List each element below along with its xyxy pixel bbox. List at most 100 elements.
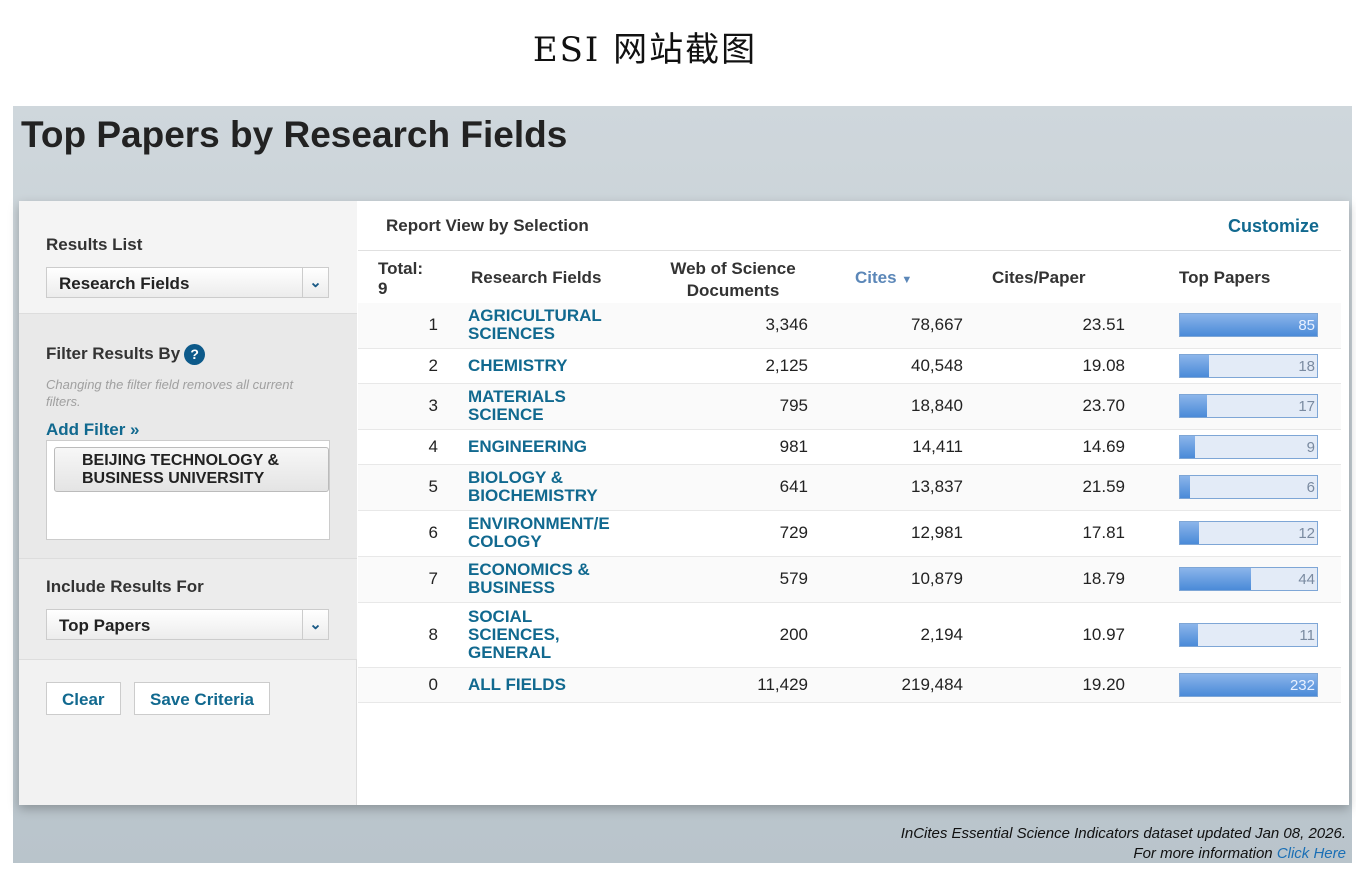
top-papers-value: 9 [1306,438,1315,456]
top-papers-bar-fill [1180,623,1198,646]
wos-documents: 641 [628,464,808,511]
table-row: 7 ECONOMICS & BUSINESS 579 10,879 18.79 … [358,556,1341,603]
table-row: 8 SOCIAL SCIENCES, GENERAL 200 2,194 10.… [358,602,1341,668]
click-here-link[interactable]: Click Here [1276,845,1346,862]
rank: 2 [358,348,438,384]
cites: 14,411 [808,429,963,465]
top-papers-value: 11 [1299,626,1315,644]
results-table: 1 AGRICULTURAL SCIENCES 3,346 78,667 23.… [358,303,1341,703]
results-list-label: Results List [46,235,143,254]
include-select[interactable]: Top Papers ⌄ [46,609,329,640]
field-link[interactable]: ENGINEERING [438,429,628,465]
cites: 2,194 [808,602,963,668]
top-papers-bar: 44 [1179,567,1318,591]
sort-desc-icon: ▼ [901,274,913,286]
top-papers-bar: 11 [1179,622,1318,647]
table-row: 2 CHEMISTRY 2,125 40,548 19.08 18 [358,348,1341,384]
cites-per-paper: 23.70 [963,383,1125,430]
top-papers-value: 17 [1298,398,1315,415]
wos-documents: 981 [628,429,808,465]
top-papers-bar-fill [1180,435,1196,458]
wos-documents: 200 [628,602,808,668]
top-papers-bar-fill [1180,568,1252,590]
top-papers-bar-fill [1180,354,1209,377]
cites-per-paper: 10.97 [963,602,1125,668]
field-link[interactable]: CHEMISTRY [438,348,628,384]
filter-note: Changing the filter field removes all cu… [46,377,294,409]
add-filter-link[interactable]: Add Filter » [46,420,140,439]
customize-link[interactable]: Customize [1227,216,1319,236]
top-papers-value: 18 [1298,357,1315,375]
field-link[interactable]: ENVIRONMENT/E COLOGY [438,510,628,557]
top-papers-value: 85 [1298,317,1315,335]
cites: 219,484 [808,667,963,703]
wos-documents: 729 [628,510,808,557]
caption: ESI 网站截图 [532,30,758,70]
dataset-updated: InCites Essential Science Indicators dat… [900,825,1346,842]
save-criteria-button[interactable]: Save Criteria [134,682,270,715]
filter-chip[interactable]: BEIJING TECHNOLOGY & BUSINESS UNIVERSITY [54,447,329,492]
report-title: Report View by Selection [386,216,589,235]
top-papers-value: 12 [1298,525,1315,542]
clear-button[interactable]: Clear [46,682,121,715]
rank: 0 [358,667,438,703]
top-papers-bar-fill [1180,395,1208,417]
field-link[interactable]: AGRICULTURAL SCIENCES [438,303,628,349]
top-papers-value: 6 [1306,479,1315,496]
field-link[interactable]: MATERIALS SCIENCE [438,383,628,430]
sidebar: Results List Research Fields ⌄ Filter Res… [19,201,357,805]
cites-per-paper: 17.81 [963,510,1125,557]
wos-documents: 11,429 [628,667,808,703]
wos-documents: 2,125 [628,348,808,384]
esi-frame: Top Papers by Research Fields Results Li… [13,106,1352,863]
top-papers-bar: 12 [1179,521,1318,545]
wos-documents: 3,346 [628,303,808,349]
rank: 5 [358,464,438,511]
results-list-select[interactable]: Research Fields ⌄ [46,267,329,298]
rank: 6 [358,510,438,557]
cites-per-paper: 18.79 [963,556,1125,603]
col-cites[interactable]: Cites ▼ [855,268,913,287]
table-header: Total: 9 Research Fields Web of Science D… [358,250,1341,303]
col-cites-per-paper[interactable]: Cites/Paper [992,268,1086,287]
cites-per-paper: 19.08 [963,348,1125,384]
field-link[interactable]: BIOLOGY & BIOCHEMISTRY [438,464,628,511]
col-top-papers[interactable]: Top Papers [1179,268,1271,287]
filter-box: BEIJING TECHNOLOGY & BUSINESS UNIVERSITY [46,440,330,540]
cites-per-paper: 14.69 [963,429,1125,465]
top-papers-bar-fill [1180,673,1317,696]
top-papers-bar: 9 [1179,434,1318,459]
col-wos-documents[interactable]: Web of Science Documents [670,259,796,300]
top-papers-bar: 18 [1179,353,1318,378]
cites-per-paper: 19.20 [963,667,1125,703]
more-info-text: For more information [1133,845,1273,862]
top-papers-bar: 85 [1179,313,1318,338]
cites: 78,667 [808,303,963,349]
report-main: Report View by Selection Customize Total… [358,201,1349,805]
top-papers-bar: 232 [1179,672,1318,697]
field-link[interactable]: SOCIAL SCIENCES, GENERAL [438,602,628,668]
field-link[interactable]: ALL FIELDS [438,667,628,703]
field-link[interactable]: ECONOMICS & BUSINESS [438,556,628,603]
table-row: 4 ENGINEERING 981 14,411 14.69 9 [358,429,1341,465]
footer: InCites Essential Science Indicators dat… [901,824,1346,864]
top-papers-value: 232 [1289,676,1315,694]
wos-documents: 795 [628,383,808,430]
cites: 12,981 [808,510,963,557]
rank: 7 [358,556,438,603]
cites-per-paper: 23.51 [963,303,1125,349]
rank: 4 [358,429,438,465]
col-research-fields[interactable]: Research Fields [471,268,602,287]
table-row: 3 MATERIALS SCIENCE 795 18,840 23.70 17 [358,383,1341,430]
filter-label: Filter Results By? [46,344,206,366]
rank: 3 [358,383,438,430]
cites: 18,840 [808,383,963,430]
top-papers-bar: 6 [1179,475,1318,499]
rank: 1 [358,303,438,349]
chevron-down-icon: ⌄ [302,268,328,297]
page-title: Top Papers by Research Fields [21,114,568,155]
rank: 8 [358,602,438,668]
help-icon[interactable]: ? [184,344,206,366]
results-list-value: Research Fields [59,274,190,293]
top-papers-bar-fill [1180,476,1190,498]
